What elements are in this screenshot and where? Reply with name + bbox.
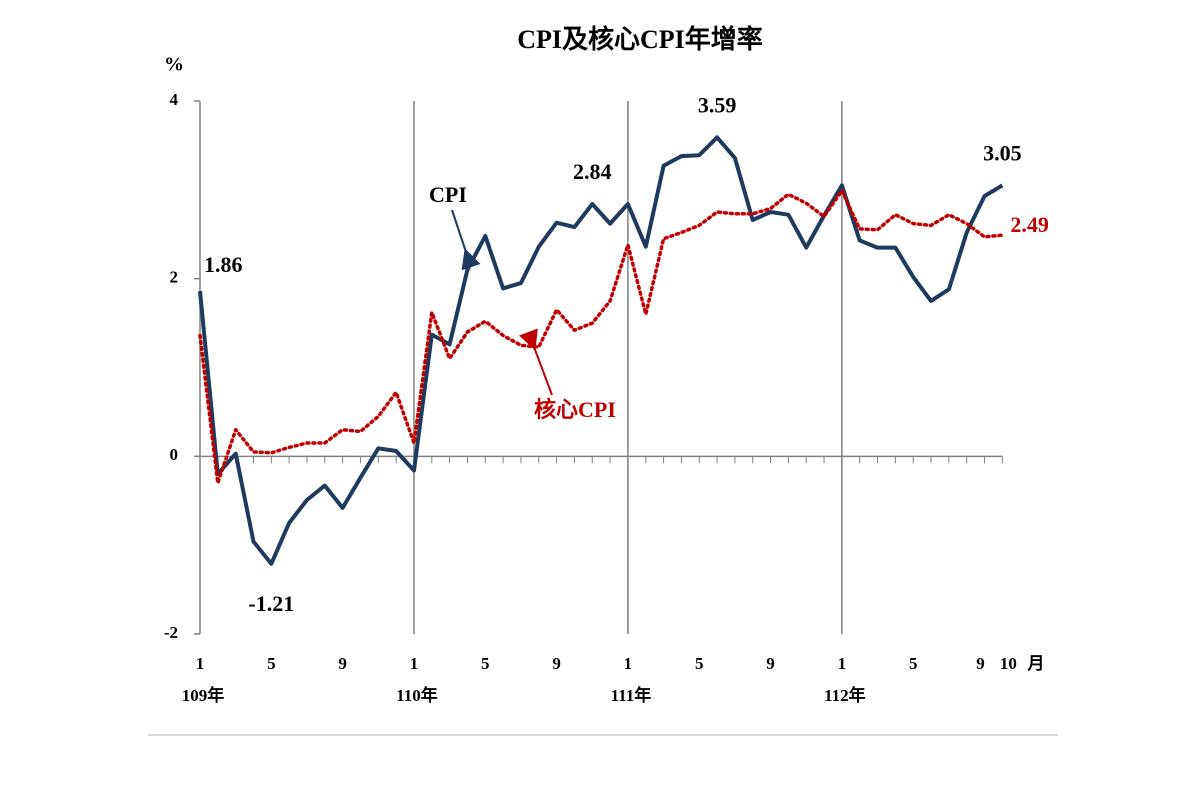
y-tick-label: 0 — [170, 445, 179, 464]
y-tick-label: 2 — [170, 268, 179, 287]
x-tick-label: 1 — [410, 654, 419, 673]
x-axis-label: 月 — [1027, 654, 1045, 673]
series-name: 核心CPI — [534, 397, 616, 422]
series-line — [198, 188, 1005, 485]
core-arrow — [519, 328, 553, 396]
x-tick-label: 5 — [481, 654, 490, 673]
y-tick-label: -2 — [164, 623, 178, 642]
series-line — [198, 135, 1004, 566]
x-tick-label: 5 — [267, 654, 276, 673]
year-label: 112年 — [824, 685, 866, 705]
cpi-arrow — [451, 209, 481, 271]
data-label: 2.49 — [1010, 212, 1049, 237]
x-tick-label: 1 — [624, 654, 633, 673]
x-tick-label: 10 — [1000, 654, 1017, 673]
x-tick-label: 9 — [338, 654, 347, 673]
x-tick-label: 5 — [909, 654, 918, 673]
x-tick-label: 9 — [766, 654, 775, 673]
y-tick-label: 4 — [170, 90, 179, 109]
year-label: 109年 — [182, 685, 225, 705]
data-label: 1.86 — [204, 252, 243, 277]
x-tick-label: 9 — [552, 654, 561, 673]
data-label: -1.21 — [248, 591, 294, 616]
y-unit: % — [164, 54, 184, 76]
x-tick-label: 1 — [196, 654, 205, 673]
data-label: 3.59 — [698, 92, 737, 117]
data-label: 2.84 — [573, 159, 612, 184]
year-label: 110年 — [396, 685, 438, 705]
x-tick-label: 9 — [976, 654, 985, 673]
series-name: CPI — [429, 182, 467, 207]
x-tick-label: 1 — [838, 654, 847, 673]
data-label: 3.05 — [983, 140, 1022, 165]
year-label: 111年 — [611, 685, 652, 705]
chart-title: CPI及核心CPI年增率 — [517, 24, 763, 54]
x-tick-label: 5 — [695, 654, 704, 673]
